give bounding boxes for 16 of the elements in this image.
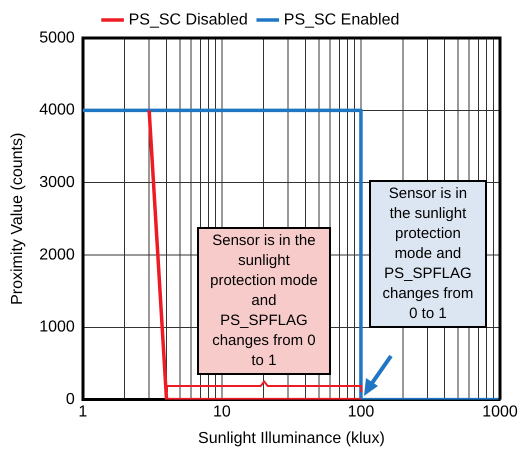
x-tick-label: 1000 xyxy=(482,404,518,421)
x-tick-label: 1 xyxy=(78,404,88,421)
y-tick-label: 3000 xyxy=(39,174,75,192)
y-tick-label: 5000 xyxy=(39,29,75,46)
y-tick-label: 0 xyxy=(66,391,75,408)
x-tick-label: 10 xyxy=(212,404,231,421)
y-tick-label: 1000 xyxy=(39,318,75,336)
annotation: Sensor is in the sunlight protection mode and PS_SPFLAG changes from 0 to 1 xyxy=(369,180,486,328)
y-axis-title: Proximity Value (counts) xyxy=(9,132,26,305)
y-tick-label: 2000 xyxy=(39,246,75,264)
y-tick-label: 4000 xyxy=(39,102,75,119)
legend-label: PS_SC Disabled xyxy=(128,11,248,28)
x-tick-label: 100 xyxy=(348,404,374,421)
annotation: Sensor is in the sunlight protection mode and PS_SPFLAG changes from 0 to 1 xyxy=(196,226,332,375)
legend-label: PS_SC Enabled xyxy=(284,11,400,28)
x-axis-title: Sunlight Illuminance (klux) xyxy=(198,430,385,447)
